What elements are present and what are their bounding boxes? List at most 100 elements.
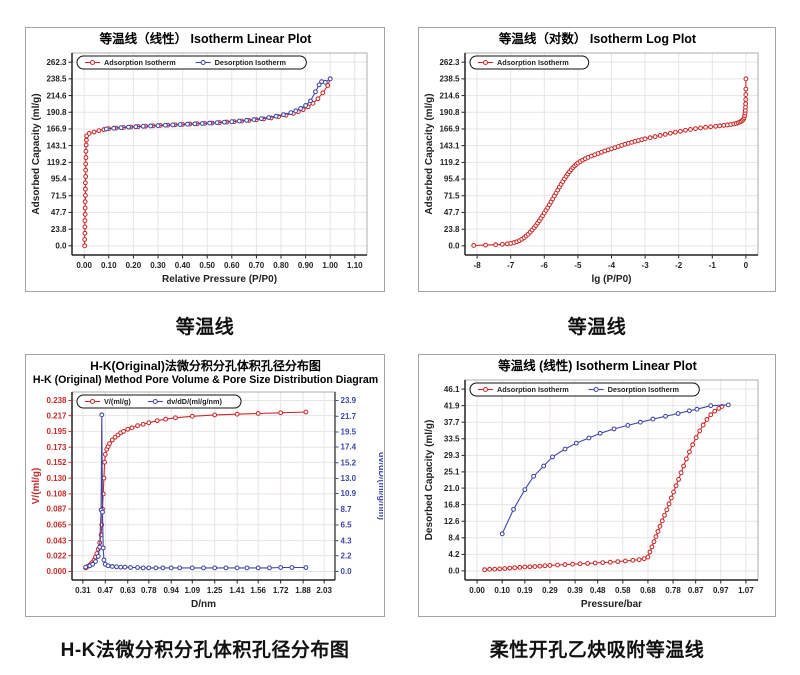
svg-text:238.5: 238.5 [439,75,460,84]
svg-text:214.6: 214.6 [439,91,460,100]
chart-canvas: 等温线（线性） Isotherm Linear Plot 0.00 0.10 0.20… [31,31,367,285]
svg-text:47.7: 47.7 [50,208,66,217]
caption-isotherm-linear: 等温线 [175,316,235,338]
svg-text:0.31: 0.31 [75,586,91,595]
svg-text:0.39: 0.39 [567,586,583,595]
svg-text:0.238: 0.238 [46,396,67,405]
svg-text:0.97: 0.97 [712,586,728,595]
svg-text:12.6: 12.6 [443,517,459,526]
svg-text:0.68: 0.68 [640,586,656,595]
svg-text:0.10: 0.10 [494,586,510,595]
svg-text:8.4: 8.4 [448,533,460,542]
svg-text:0.30: 0.30 [150,261,166,270]
svg-text:Adsorption Isotherm: Adsorption Isotherm [497,58,569,67]
svg-text:71.5: 71.5 [443,191,459,200]
svg-text:143.1: 143.1 [46,141,67,150]
svg-text:0.50: 0.50 [199,261,215,270]
svg-text:-2: -2 [675,261,683,270]
svg-text:0.94: 0.94 [163,586,179,595]
svg-text:Relative Pressure (P/P0): Relative Pressure (P/P0) [161,274,276,285]
svg-text:0.19: 0.19 [517,586,533,595]
svg-text:-4: -4 [607,261,615,270]
svg-text:37.7: 37.7 [443,418,459,427]
svg-text:23.8: 23.8 [443,225,459,234]
svg-text:V/(ml/g): V/(ml/g) [104,397,131,406]
svg-text:H-K(Original)法微分积分孔体积孔径分布图: H-K(Original)法微分积分孔体积孔径分布图 [90,358,321,373]
svg-text:2.03: 2.03 [316,586,332,595]
svg-text:0.78: 0.78 [141,586,157,595]
svg-text:0.60: 0.60 [224,261,240,270]
svg-text:0.70: 0.70 [248,261,264,270]
svg-text:0.80: 0.80 [273,261,289,270]
svg-text:29.3: 29.3 [443,451,459,460]
svg-text:-6: -6 [540,261,548,270]
svg-text:1.00: 1.00 [322,261,338,270]
svg-text:47.7: 47.7 [443,208,459,217]
svg-text:17.4: 17.4 [340,443,356,452]
svg-text:-3: -3 [641,261,649,270]
svg-text:23.9: 23.9 [340,396,356,405]
svg-text:95.4: 95.4 [50,175,66,184]
svg-text:1.10: 1.10 [347,261,363,270]
svg-text:-7: -7 [507,261,515,270]
svg-text:Adsorbed Capacity (ml/g): Adsorbed Capacity (ml/g) [31,93,42,214]
svg-text:15.2: 15.2 [340,458,356,467]
svg-text:19.5: 19.5 [340,428,356,437]
svg-text:dv/dD/(ml/g/nm): dv/dD/(ml/g/nm) [377,452,383,520]
svg-text:0.108: 0.108 [46,490,67,499]
svg-text:33.5: 33.5 [443,434,459,443]
svg-text:Pressure/bar: Pressure/bar [580,599,641,610]
acetylene-adsorption-chart: 等温线 (线性) Isotherm Linear Plot 0.00 0.10 0.1… [418,354,776,617]
svg-text:Adsorbed Capacity (ml/g): Adsorbed Capacity (ml/g) [424,93,435,214]
svg-text:143.1: 143.1 [439,141,460,150]
svg-text:0.20: 0.20 [125,261,141,270]
svg-text:0.00: 0.00 [469,586,485,595]
caption-acetylene-adsorption: 柔性开孔乙炔吸附等温线 [489,639,705,661]
svg-text:0.195: 0.195 [46,427,67,436]
svg-text:V/(ml/g): V/(ml/g) [31,468,42,505]
svg-text:1.25: 1.25 [206,586,222,595]
svg-text:119.2: 119.2 [46,158,66,167]
svg-text:119.2: 119.2 [439,158,459,167]
svg-text:0.63: 0.63 [119,586,135,595]
svg-text:dv/dD/(ml/g/nm): dv/dD/(ml/g/nm) [166,397,222,406]
svg-text:Desorption Isotherm: Desorption Isotherm [214,58,286,67]
svg-text:238.5: 238.5 [46,75,67,84]
svg-text:1.07: 1.07 [738,586,754,595]
svg-text:166.9: 166.9 [46,125,67,134]
svg-text:0.0: 0.0 [55,242,67,251]
svg-text:0.87: 0.87 [687,586,703,595]
svg-text:0.40: 0.40 [174,261,190,270]
chart-canvas: 等温线（对数） Isotherm Log Plot -8 -7 -6 -5 -4 -3 -2 -… [424,31,758,285]
svg-text:0.022: 0.022 [46,551,67,560]
svg-text:0.48: 0.48 [589,586,605,595]
svg-text:-5: -5 [574,261,582,270]
svg-text:25.1: 25.1 [443,468,459,477]
svg-text:-1: -1 [708,261,716,270]
svg-text:等温线 (线性) Isotherm Linear Plot: 等温线 (线性) Isotherm Linear Plot [497,358,697,373]
svg-text:8.7: 8.7 [340,505,352,514]
svg-text:0.217: 0.217 [46,411,67,420]
svg-text:Adsorption Isotherm: Adsorption Isotherm [104,58,176,67]
svg-text:0.0: 0.0 [340,567,352,576]
svg-text:Desorbed Capacity (ml/g): Desorbed Capacity (ml/g) [424,420,435,541]
svg-text:-8: -8 [473,261,481,270]
svg-text:0.47: 0.47 [97,586,113,595]
svg-text:2.2: 2.2 [340,551,352,560]
svg-text:0.130: 0.130 [46,474,67,483]
isotherm-linear-chart: 等温线（线性） Isotherm Linear Plot 0.00 0.10 0.20… [25,27,385,292]
svg-text:0.00: 0.00 [76,261,92,270]
svg-text:1.09: 1.09 [184,586,200,595]
svg-text:0.29: 0.29 [542,586,558,595]
svg-text:95.4: 95.4 [443,175,459,184]
svg-text:0.0: 0.0 [448,242,460,251]
svg-text:13.0: 13.0 [340,474,356,483]
svg-text:41.9: 41.9 [443,401,459,410]
svg-text:0: 0 [743,261,748,270]
svg-text:1.41: 1.41 [229,586,245,595]
svg-text:lg (P/P0): lg (P/P0) [591,274,631,285]
svg-text:1.56: 1.56 [250,586,266,595]
caption-isotherm-log: 等温线 [567,316,627,338]
